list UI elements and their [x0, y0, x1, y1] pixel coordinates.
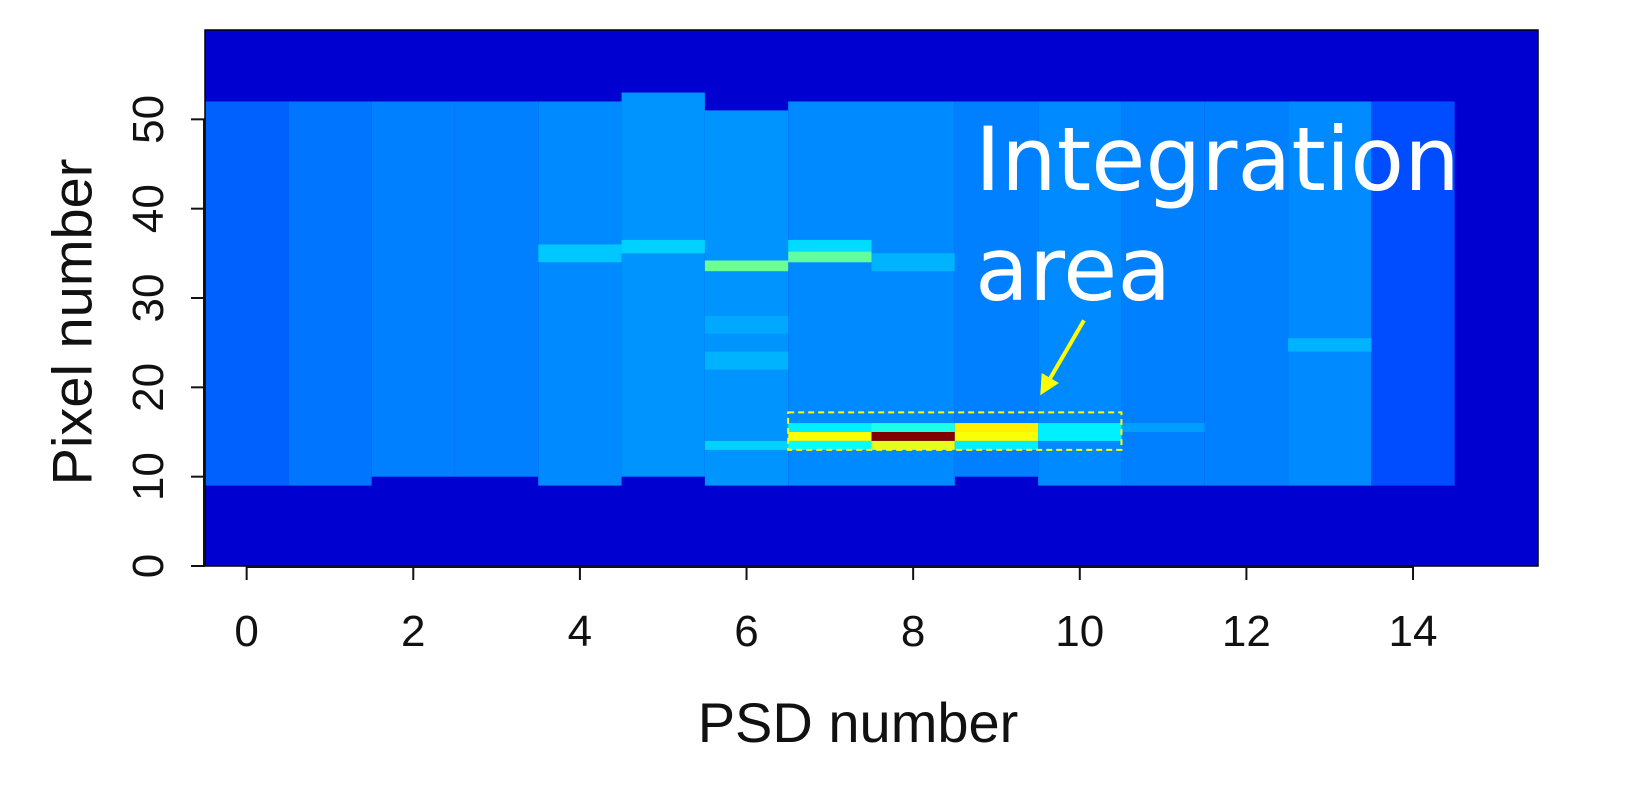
x-tick-label: 6 — [734, 607, 758, 656]
y-tick-label: 40 — [124, 184, 173, 233]
y-tick-label: 10 — [124, 452, 173, 501]
heatmap-cell — [788, 239, 872, 252]
annotation-arrow — [1040, 319, 1086, 396]
plot-area — [204, 29, 1539, 567]
heatmap-column-psd-13 — [1288, 101, 1372, 486]
y-tick-label: 50 — [124, 95, 173, 144]
integration-area-box — [787, 411, 1123, 451]
heatmap-column-psd-12 — [1204, 101, 1289, 486]
heatmap-cell — [954, 423, 1039, 432]
x-tick-label: 14 — [1389, 607, 1438, 656]
y-tick-label: 20 — [124, 363, 173, 412]
heatmap-column-psd-3 — [454, 101, 539, 477]
heatmap-column-psd-6 — [704, 110, 789, 486]
heatmap-column-psd-1 — [288, 101, 372, 486]
heatmap-cell — [788, 423, 872, 432]
heatmap-column-psd-8 — [871, 101, 955, 486]
heatmap-cell — [788, 440, 872, 450]
heatmap-cell — [621, 239, 705, 254]
heatmap-column-psd-14 — [1371, 101, 1455, 486]
heatmap-cell — [871, 440, 955, 450]
x-tick-label: 4 — [568, 607, 592, 656]
heatmap-column-psd-0 — [205, 101, 289, 486]
x-tick-label: 12 — [1222, 607, 1271, 656]
heatmap-cell — [1038, 423, 1122, 432]
heatmap-column-psd-9 — [954, 101, 1039, 477]
x-tick-label: 0 — [234, 607, 258, 656]
heatmap-cell — [871, 253, 955, 272]
heatmap-cell — [1038, 432, 1122, 441]
heatmap-cell — [704, 351, 789, 370]
y-axis-title: Pixel number — [41, 159, 104, 486]
annotation-label-line-1: Integration — [975, 108, 1460, 211]
x-tick-label: 10 — [1055, 607, 1104, 656]
x-axis-title: PSD number — [698, 691, 1019, 754]
y-axis: 0 10 20 30 40 50 — [124, 95, 205, 578]
heatmap-cell — [788, 251, 872, 263]
annotation-label-line-2: area — [975, 218, 1171, 321]
x-tick-label: 8 — [901, 607, 925, 656]
x-tick-label: 2 — [401, 607, 425, 656]
heatmap-column-psd-2 — [371, 101, 455, 477]
y-tick-label: 30 — [124, 274, 173, 323]
heatmap-cell — [704, 260, 789, 272]
heatmap-cell — [704, 440, 789, 450]
heatmap-column-psd-4 — [538, 101, 622, 486]
y-tick-label: 0 — [124, 554, 173, 578]
heatmap-cell — [788, 432, 872, 441]
heatmap-cell — [538, 244, 622, 263]
heatmap-cell — [704, 315, 789, 334]
heatmap-column-psd-7 — [788, 101, 872, 486]
heatmap-cell — [1288, 338, 1372, 352]
heatmap-cell — [954, 432, 1039, 441]
heatmap-cell — [954, 440, 1039, 450]
heatmap-column-psd-5 — [621, 92, 705, 477]
annotation-layer: Integration area — [787, 108, 1460, 451]
heatmap-column-psd-10 — [1038, 101, 1122, 486]
heatmap-cell — [1121, 423, 1205, 432]
heatmap-cell — [871, 423, 955, 432]
heatmap-cell — [871, 432, 955, 441]
heatmap-column-psd-11 — [1121, 101, 1205, 486]
x-axis: 0 2 4 6 8 10 12 14 — [234, 566, 1438, 656]
